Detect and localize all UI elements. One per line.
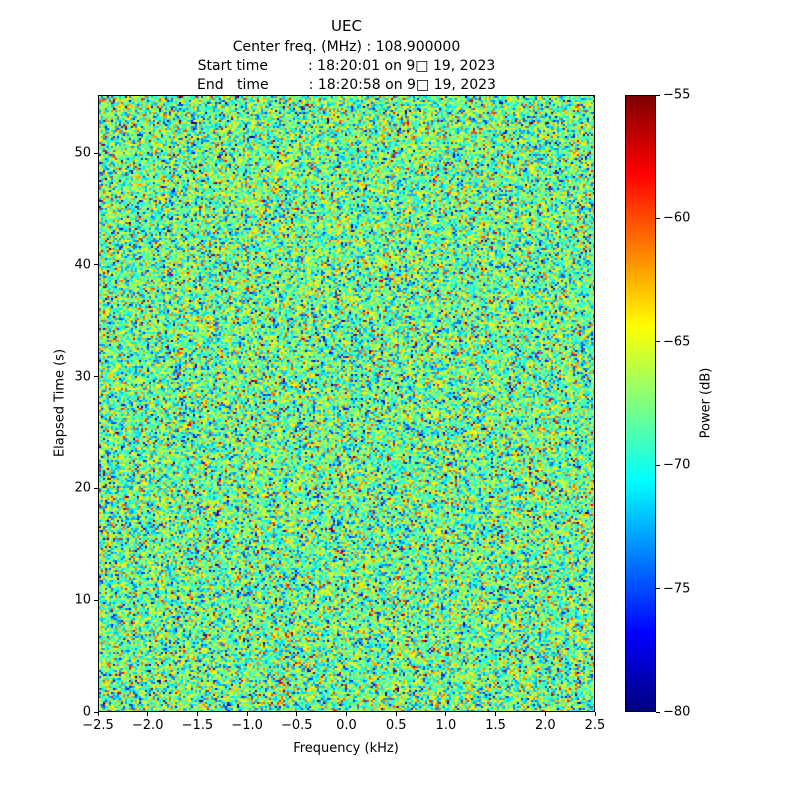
x-tick-mark: [296, 712, 298, 716]
x-tick-label: 0.5: [385, 718, 407, 733]
colorbar-tick-label: −60: [663, 210, 691, 226]
x-tick-label: −0.5: [281, 718, 313, 733]
y-tick-label: 0: [82, 704, 91, 720]
x-tick-mark: [495, 712, 497, 716]
y-tick-label: 20: [74, 480, 91, 496]
x-tick-label: −1.5: [181, 718, 214, 733]
y-axis-label: Elapsed Time (s): [52, 348, 68, 458]
plot-title: UEC: [331, 17, 362, 35]
colorbar-tick-label: −55: [663, 87, 691, 103]
x-tick-label: 1.0: [435, 718, 457, 733]
colorbar-tick-mark: [656, 711, 660, 713]
colorbar-tick-mark: [656, 341, 660, 343]
y-tick-label: 10: [74, 592, 91, 608]
colorbar-tick-mark: [656, 588, 660, 590]
x-tick-mark: [147, 712, 149, 716]
colorbar-tick-label: −75: [663, 581, 691, 597]
x-tick-mark: [346, 712, 347, 716]
center-freq-line: Center freq. (MHz) : 108.900000: [232, 39, 461, 55]
x-tick-mark: [196, 712, 198, 716]
y-tick-label: 50: [74, 145, 91, 161]
end-time-line: End time : 18:20:58 on 9□ 19, 2023: [197, 77, 496, 93]
colorbar: [625, 95, 656, 712]
x-tick-mark: [594, 712, 596, 716]
colorbar-tick-mark: [656, 464, 660, 466]
colorbar-gradient: [626, 96, 655, 711]
x-tick-label: 2.0: [534, 718, 556, 733]
x-tick-label: 2.5: [584, 718, 606, 733]
x-tick-mark: [246, 712, 248, 716]
colorbar-tick-mark: [656, 94, 660, 96]
y-tick-mark: [94, 599, 98, 601]
x-tick-mark: [544, 712, 546, 716]
plot-area: [98, 95, 595, 712]
y-tick-mark: [94, 264, 98, 266]
colorbar-tick-label: −65: [663, 334, 691, 350]
x-tick-label: 0.0: [336, 718, 357, 733]
x-tick-mark: [97, 712, 99, 716]
x-tick-label: −2.5: [82, 718, 114, 733]
colorbar-label: Power (dB): [698, 367, 714, 439]
start-time-line: Start time : 18:20:01 on 9□ 19, 2023: [197, 58, 496, 74]
colorbar-tick-mark: [656, 217, 660, 219]
spectrogram-heatmap: [99, 96, 594, 711]
y-tick-label: 30: [74, 369, 91, 385]
x-tick-label: −1.0: [231, 718, 263, 733]
y-tick-mark: [94, 711, 98, 713]
y-tick-mark: [94, 487, 98, 489]
colorbar-tick-label: −80: [663, 704, 691, 720]
y-tick-label: 40: [74, 257, 91, 273]
y-tick-mark: [94, 152, 98, 154]
x-tick-mark: [395, 712, 397, 716]
colorbar-tick-label: −70: [663, 457, 691, 473]
y-tick-mark: [94, 376, 98, 378]
x-axis-label: Frequency (kHz): [293, 741, 399, 756]
x-tick-mark: [445, 712, 447, 716]
x-tick-label: −2.0: [131, 718, 164, 733]
x-tick-label: 1.5: [485, 718, 506, 733]
